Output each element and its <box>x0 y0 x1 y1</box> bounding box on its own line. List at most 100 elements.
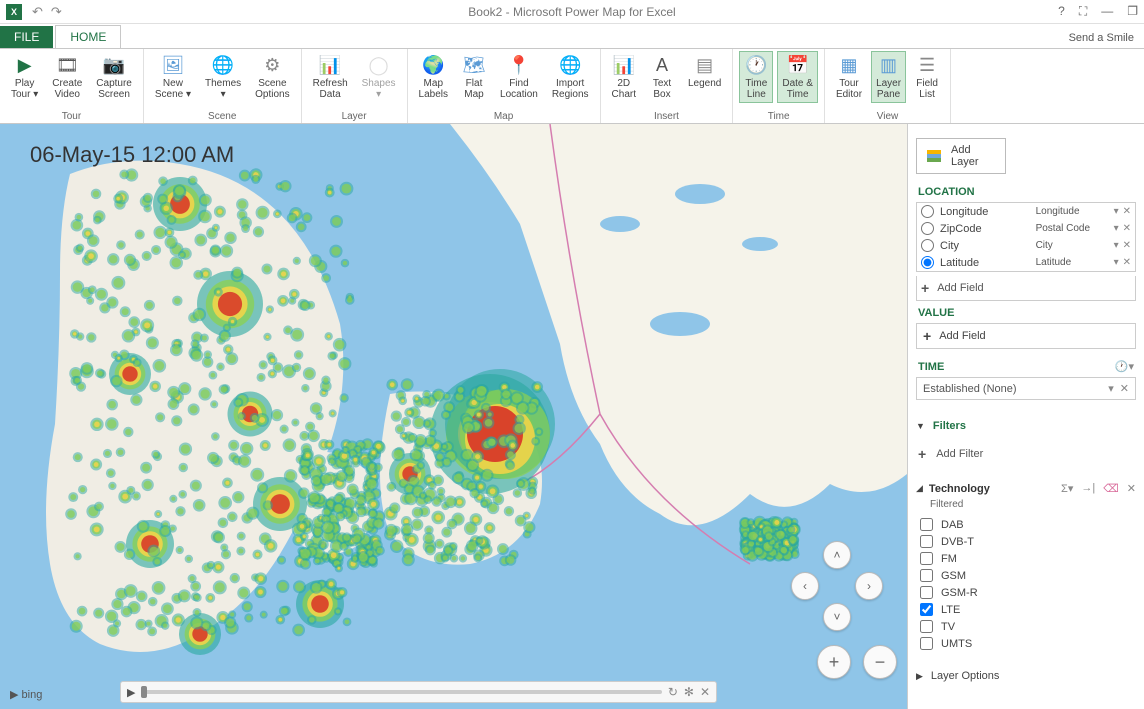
field-type[interactable]: Postal Code <box>1036 223 1110 234</box>
layer-options-toggle[interactable]: ▶ Layer Options <box>916 670 1136 682</box>
location-field-row[interactable]: ZipCodePostal Code▾✕ <box>917 220 1135 237</box>
minimize-icon[interactable]: — <box>1101 4 1113 19</box>
location-field-row[interactable]: CityCity▾✕ <box>917 237 1135 254</box>
file-tab[interactable]: FILE <box>0 26 53 48</box>
value-add-field[interactable]: + Add Field <box>916 323 1136 349</box>
remove-icon[interactable]: ✕ <box>1123 223 1131 234</box>
tech-option-row[interactable]: DVB-T <box>920 533 1136 550</box>
pan-up-button[interactable]: ˄ <box>823 541 851 569</box>
timeline-thumb[interactable] <box>141 686 147 698</box>
tech-checkbox[interactable] <box>920 518 933 531</box>
tech-option-row[interactable]: TV <box>920 618 1136 635</box>
dropdown-icon[interactable]: ▾ <box>1114 223 1119 234</box>
flat-map-button[interactable]: 🗺Flat Map <box>457 51 491 103</box>
field-type[interactable]: City <box>1036 240 1110 251</box>
scene-options-button[interactable]: ⚙Scene Options <box>250 51 294 103</box>
tech-checkbox[interactable] <box>920 535 933 548</box>
legend-button[interactable]: ▤Legend <box>683 51 726 92</box>
themes-button[interactable]: 🌐Themes ▾ <box>200 51 246 103</box>
clock-icon[interactable]: 🕐▾ <box>1115 360 1134 373</box>
filters-toggle[interactable]: ▼ Filters <box>916 420 1136 432</box>
tech-checkbox[interactable] <box>920 603 933 616</box>
ribbon-group-view: ▦Tour Editor▥Layer Pane☰Field ListView <box>825 49 951 123</box>
undo-button[interactable]: ↶ <box>32 4 43 20</box>
field-list-button[interactable]: ☰Field List <box>910 51 944 103</box>
play-tour-button[interactable]: ▶Play Tour ▾ <box>6 51 43 103</box>
help-icon[interactable]: ? <box>1058 4 1065 19</box>
tech-option-row[interactable]: DAB <box>920 516 1136 533</box>
add-filter-button[interactable]: + Add Filter <box>916 440 1136 468</box>
date-time-button[interactable]: 📅Date & Time <box>777 51 818 103</box>
field-type[interactable]: Latitude <box>1036 257 1110 268</box>
create-video-button[interactable]: 🎞Create Video <box>47 51 87 103</box>
layer-pane-button[interactable]: ▥Layer Pane <box>871 51 906 103</box>
add-layer-button[interactable]: Add Layer <box>916 138 1006 174</box>
time-remove-icon[interactable]: ✕ <box>1120 382 1129 395</box>
timeline-close-button[interactable]: ✕ <box>700 685 710 699</box>
tech-option-row[interactable]: GSM <box>920 567 1136 584</box>
import-regions-button[interactable]: 🌐Import Regions <box>547 51 594 103</box>
location-field-row[interactable]: LongitudeLongitude▾✕ <box>917 203 1135 220</box>
tech-checkbox[interactable] <box>920 552 933 565</box>
dropdown-icon[interactable]: ▾ <box>1114 257 1119 268</box>
time-dropdown-icon[interactable]: ▾ <box>1108 382 1114 395</box>
field-type[interactable]: Longitude <box>1036 206 1110 217</box>
add-field-label: Add Field <box>937 282 983 294</box>
time-line-button[interactable]: 🕐Time Line <box>739 51 773 103</box>
tech-checkbox[interactable] <box>920 637 933 650</box>
timeline-bar[interactable]: ▶ ↻ ✻ ✕ <box>120 681 717 703</box>
window-title: Book2 - Microsoft Power Map for Excel <box>468 5 675 19</box>
capture-screen-label: Capture Screen <box>96 78 132 100</box>
geo-radio[interactable] <box>921 239 934 252</box>
tech-checkbox[interactable] <box>920 620 933 633</box>
geo-radio[interactable] <box>921 222 934 235</box>
dropdown-icon[interactable]: ▾ <box>1114 206 1119 217</box>
tech-option-row[interactable]: FM <box>920 550 1136 567</box>
clear-icon[interactable]: ⌫ <box>1103 482 1119 495</box>
sigma-icon[interactable]: Σ▾ <box>1061 482 1073 495</box>
map-area[interactable]: 06-May-15 12:00 AM ▶ bing ˄ ˅ ‹ › + − ▶ … <box>0 124 907 709</box>
tech-option-row[interactable]: UMTS <box>920 635 1136 652</box>
fullscreen-icon[interactable]: ⛶ <box>1079 4 1087 19</box>
restore-icon[interactable]: ❐ <box>1127 4 1138 19</box>
remove-icon[interactable]: ✕ <box>1123 206 1131 217</box>
timeline-track[interactable] <box>141 690 661 694</box>
text-box-button[interactable]: AText Box <box>645 51 679 103</box>
zoom-in-button[interactable]: + <box>817 645 851 679</box>
refresh-data-button[interactable]: 📊Refresh Data <box>308 51 353 103</box>
timeline-settings-button[interactable]: ✻ <box>684 685 694 699</box>
timeline-play-button[interactable]: ▶ <box>127 686 135 699</box>
remove-icon[interactable]: ✕ <box>1123 240 1131 251</box>
tour-editor-button[interactable]: ▦Tour Editor <box>831 51 867 103</box>
location-add-field[interactable]: + Add Field <box>916 276 1136 301</box>
plus-icon: + <box>921 280 929 296</box>
new-scene-button[interactable]: 🖼New Scene ▾ <box>150 51 196 103</box>
time-field[interactable]: Established (None) ▾ ✕ <box>916 377 1136 400</box>
geo-radio[interactable] <box>921 256 934 269</box>
remove-filter-icon[interactable]: ✕ <box>1127 482 1136 495</box>
tour-editor-label: Tour Editor <box>836 78 862 100</box>
send-smile[interactable]: Send a Smile <box>1059 28 1144 48</box>
tech-checkbox[interactable] <box>920 569 933 582</box>
find-location-button[interactable]: 📍Find Location <box>495 51 543 103</box>
technology-filter-header[interactable]: ◢ Technology Σ▾ →| ⌫ ✕ <box>916 482 1136 495</box>
redo-button[interactable]: ↷ <box>51 4 62 20</box>
timeline-loop-button[interactable]: ↻ <box>668 685 678 699</box>
location-field-row[interactable]: LatitudeLatitude▾✕ <box>917 254 1135 271</box>
dropdown-icon[interactable]: ▾ <box>1114 240 1119 251</box>
home-tab[interactable]: HOME <box>55 25 121 48</box>
2d-chart-button[interactable]: 📊2D Chart <box>607 51 641 103</box>
pan-left-button[interactable]: ‹ <box>791 572 819 600</box>
tech-option-row[interactable]: LTE <box>920 601 1136 618</box>
sort-icon[interactable]: →| <box>1081 482 1095 495</box>
geo-radio[interactable] <box>921 205 934 218</box>
themes-label: Themes ▾ <box>205 78 241 100</box>
tech-option-row[interactable]: GSM-R <box>920 584 1136 601</box>
map-labels-button[interactable]: 🌍Map Labels <box>414 51 453 103</box>
remove-icon[interactable]: ✕ <box>1123 257 1131 268</box>
pan-right-button[interactable]: › <box>855 572 883 600</box>
zoom-out-button[interactable]: − <box>863 645 897 679</box>
capture-screen-button[interactable]: 📷Capture Screen <box>91 51 137 103</box>
tech-checkbox[interactable] <box>920 586 933 599</box>
pan-down-button[interactable]: ˅ <box>823 603 851 631</box>
